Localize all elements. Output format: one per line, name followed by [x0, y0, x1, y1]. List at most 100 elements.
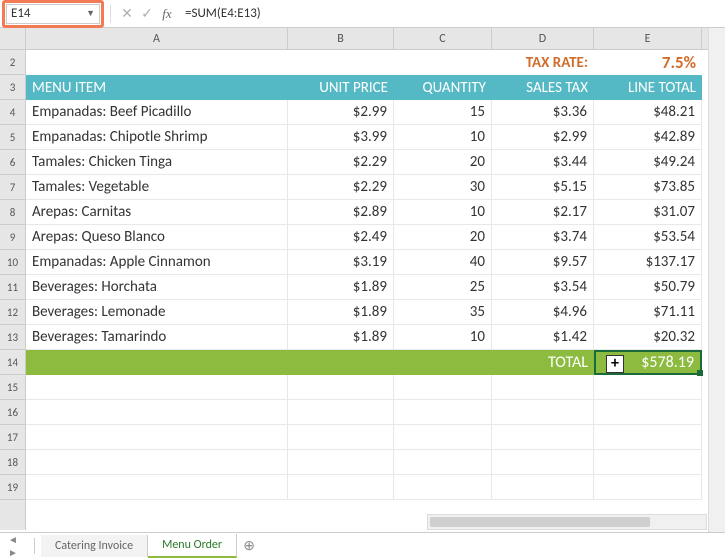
cell-total[interactable]: $71.11 — [594, 300, 702, 325]
row-header[interactable]: 3 — [0, 75, 25, 100]
cell[interactable] — [26, 450, 288, 475]
cell-tax[interactable]: $2.99 — [492, 125, 594, 150]
cell[interactable] — [492, 450, 594, 475]
cell-item[interactable]: Beverages: Horchata — [26, 275, 288, 300]
cell-tax[interactable]: $5.15 — [492, 175, 594, 200]
row-header[interactable]: 13 — [0, 325, 25, 350]
cell-tax[interactable]: $3.74 — [492, 225, 594, 250]
cell-total[interactable]: $20.32 — [594, 325, 702, 350]
cell[interactable] — [26, 350, 288, 375]
cell-item[interactable]: Tamales: Chicken Tinga — [26, 150, 288, 175]
cell[interactable] — [394, 400, 492, 425]
header-qty[interactable]: QUANTITY — [394, 75, 492, 100]
cell[interactable] — [26, 425, 288, 450]
total-label[interactable]: TOTAL — [492, 350, 594, 375]
header-tax[interactable]: SALES TAX — [492, 75, 594, 100]
cell-tax[interactable]: $3.54 — [492, 275, 594, 300]
cell-qty[interactable]: 35 — [394, 300, 492, 325]
cell-total[interactable]: $50.79 — [594, 275, 702, 300]
cell[interactable] — [492, 375, 594, 400]
cell[interactable] — [394, 475, 492, 500]
row-header[interactable]: 15 — [0, 375, 25, 400]
cell[interactable] — [288, 50, 394, 75]
col-header[interactable]: A — [26, 28, 288, 49]
col-header[interactable]: E — [594, 28, 702, 49]
header-item[interactable]: MENU ITEM — [26, 75, 288, 100]
cell-total[interactable]: $53.54 — [594, 225, 702, 250]
cell[interactable] — [394, 350, 492, 375]
cell-price[interactable]: $2.49 — [288, 225, 394, 250]
tab-menu-order[interactable]: Menu Order — [148, 534, 237, 558]
row-header[interactable]: 10 — [0, 250, 25, 275]
cell-total[interactable]: $48.21 — [594, 100, 702, 125]
cell-qty[interactable]: 10 — [394, 125, 492, 150]
row-header[interactable]: 17 — [0, 425, 25, 450]
cell-price[interactable]: $1.89 — [288, 300, 394, 325]
row-header[interactable]: 6 — [0, 150, 25, 175]
cell-tax[interactable]: $2.17 — [492, 200, 594, 225]
tab-catering-invoice[interactable]: Catering Invoice — [41, 535, 148, 557]
cell[interactable] — [26, 475, 288, 500]
cell-qty[interactable]: 40 — [394, 250, 492, 275]
row-header[interactable]: 4 — [0, 100, 25, 125]
cell-price[interactable]: $2.89 — [288, 200, 394, 225]
cell-price[interactable]: $2.29 — [288, 150, 394, 175]
cell-qty[interactable]: 20 — [394, 150, 492, 175]
cell[interactable] — [26, 400, 288, 425]
cell-total[interactable]: $49.24 — [594, 150, 702, 175]
cell[interactable] — [394, 450, 492, 475]
row-header[interactable]: 2 — [0, 50, 25, 75]
cell-qty[interactable]: 10 — [394, 325, 492, 350]
cell[interactable] — [288, 450, 394, 475]
cell-qty[interactable]: 30 — [394, 175, 492, 200]
col-header[interactable]: C — [394, 28, 492, 49]
tax-label[interactable]: TAX RATE: — [492, 50, 594, 75]
cell[interactable] — [492, 400, 594, 425]
cell-tax[interactable]: $9.57 — [492, 250, 594, 275]
cell-tax[interactable]: $3.44 — [492, 150, 594, 175]
col-header[interactable]: B — [288, 28, 394, 49]
cell-total[interactable]: $42.89 — [594, 125, 702, 150]
row-header[interactable]: 7 — [0, 175, 25, 200]
cell-total[interactable]: $31.07 — [594, 200, 702, 225]
cell-total[interactable]: $73.85 — [594, 175, 702, 200]
cell-price[interactable]: $1.89 — [288, 275, 394, 300]
row-header[interactable]: 8 — [0, 200, 25, 225]
name-box[interactable]: E14 ▼ — [6, 4, 100, 24]
cell-item[interactable]: Arepas: Queso Blanco — [26, 225, 288, 250]
fill-handle[interactable] — [697, 370, 703, 376]
cell-price[interactable]: $2.29 — [288, 175, 394, 200]
cell[interactable] — [288, 425, 394, 450]
cell-total[interactable]: $137.17 — [594, 250, 702, 275]
row-header[interactable]: 16 — [0, 400, 25, 425]
cell[interactable] — [594, 400, 702, 425]
cell-qty[interactable]: 10 — [394, 200, 492, 225]
cell-item[interactable]: Empanadas: Chipotle Shrimp — [26, 125, 288, 150]
row-header[interactable]: 12 — [0, 300, 25, 325]
cell-qty[interactable]: 20 — [394, 225, 492, 250]
cell-item[interactable]: Beverages: Tamarindo — [26, 325, 288, 350]
cell-item[interactable]: Beverages: Lemonade — [26, 300, 288, 325]
header-price[interactable]: UNIT PRICE — [288, 75, 394, 100]
cell-tax[interactable]: $4.96 — [492, 300, 594, 325]
cell[interactable] — [492, 475, 594, 500]
cell[interactable] — [288, 475, 394, 500]
cell[interactable] — [594, 375, 702, 400]
cancel-icon[interactable]: ✕ — [117, 5, 137, 22]
cell-tax[interactable]: $1.42 — [492, 325, 594, 350]
header-total[interactable]: LINE TOTAL — [594, 75, 702, 100]
cell[interactable] — [394, 50, 492, 75]
cell-price[interactable]: $3.99 — [288, 125, 394, 150]
vertical-scrollbar[interactable] — [708, 28, 725, 532]
cell-item[interactable]: Arepas: Carnitas — [26, 200, 288, 225]
accept-icon[interactable]: ✓ — [137, 5, 157, 22]
cell[interactable] — [394, 425, 492, 450]
row-header[interactable]: 11 — [0, 275, 25, 300]
cell-item[interactable]: Tamales: Vegetable — [26, 175, 288, 200]
cell-price[interactable]: $3.19 — [288, 250, 394, 275]
row-header[interactable]: 5 — [0, 125, 25, 150]
row-header[interactable]: 19 — [0, 475, 25, 500]
row-header[interactable]: 9 — [0, 225, 25, 250]
cell[interactable] — [288, 400, 394, 425]
cell-price[interactable]: $2.99 — [288, 100, 394, 125]
